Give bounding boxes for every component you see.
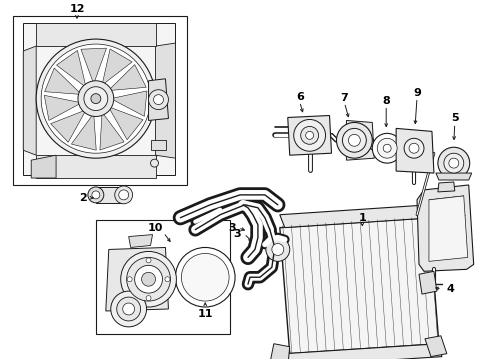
Circle shape bbox=[111, 291, 147, 327]
Polygon shape bbox=[31, 155, 56, 178]
Circle shape bbox=[36, 39, 155, 158]
Polygon shape bbox=[280, 218, 439, 354]
Circle shape bbox=[409, 143, 419, 153]
Circle shape bbox=[444, 153, 464, 173]
Text: 4: 4 bbox=[447, 284, 455, 294]
Polygon shape bbox=[81, 48, 106, 84]
Polygon shape bbox=[288, 116, 332, 155]
Polygon shape bbox=[45, 68, 81, 94]
Polygon shape bbox=[108, 64, 147, 91]
Circle shape bbox=[127, 277, 132, 282]
Polygon shape bbox=[396, 129, 434, 173]
Circle shape bbox=[377, 138, 397, 158]
Polygon shape bbox=[100, 112, 124, 150]
Bar bbox=[150, 140, 167, 150]
Circle shape bbox=[84, 87, 108, 111]
Circle shape bbox=[142, 272, 155, 286]
Circle shape bbox=[181, 253, 229, 301]
Circle shape bbox=[41, 44, 150, 153]
Text: 12: 12 bbox=[69, 4, 85, 14]
Polygon shape bbox=[96, 187, 123, 203]
Text: 9: 9 bbox=[413, 88, 421, 98]
Text: 10: 10 bbox=[148, 222, 163, 233]
Polygon shape bbox=[108, 107, 143, 140]
Circle shape bbox=[117, 297, 141, 321]
Polygon shape bbox=[23, 46, 36, 155]
Circle shape bbox=[438, 147, 470, 179]
Circle shape bbox=[272, 243, 284, 255]
Circle shape bbox=[165, 277, 170, 282]
Polygon shape bbox=[106, 247, 169, 311]
Polygon shape bbox=[56, 50, 86, 87]
Polygon shape bbox=[346, 121, 374, 160]
Circle shape bbox=[92, 191, 100, 199]
Polygon shape bbox=[436, 173, 472, 180]
Polygon shape bbox=[72, 113, 96, 150]
Polygon shape bbox=[44, 95, 81, 120]
Text: 6: 6 bbox=[296, 92, 304, 102]
Polygon shape bbox=[429, 196, 468, 261]
Circle shape bbox=[348, 134, 360, 146]
Circle shape bbox=[122, 303, 135, 315]
Circle shape bbox=[175, 247, 235, 307]
Polygon shape bbox=[425, 336, 447, 357]
Circle shape bbox=[153, 95, 164, 105]
Circle shape bbox=[343, 129, 367, 152]
Polygon shape bbox=[419, 271, 437, 294]
Polygon shape bbox=[111, 91, 147, 116]
Polygon shape bbox=[36, 23, 155, 46]
Circle shape bbox=[404, 138, 424, 158]
Polygon shape bbox=[270, 344, 290, 360]
Circle shape bbox=[91, 94, 101, 104]
Bar bbox=[13, 16, 187, 185]
Text: 1: 1 bbox=[359, 213, 366, 223]
Text: 7: 7 bbox=[341, 93, 348, 103]
Circle shape bbox=[78, 81, 114, 117]
Circle shape bbox=[337, 122, 372, 158]
Polygon shape bbox=[50, 110, 86, 142]
Circle shape bbox=[150, 159, 158, 167]
Polygon shape bbox=[36, 155, 155, 178]
Text: 8: 8 bbox=[382, 96, 390, 105]
Circle shape bbox=[119, 190, 129, 200]
Polygon shape bbox=[285, 344, 442, 360]
Circle shape bbox=[135, 265, 163, 293]
Circle shape bbox=[306, 131, 314, 139]
Polygon shape bbox=[280, 205, 434, 228]
Circle shape bbox=[301, 126, 318, 144]
Bar bbox=[96, 220, 230, 334]
Text: 3: 3 bbox=[228, 222, 236, 233]
Polygon shape bbox=[148, 79, 169, 121]
Circle shape bbox=[127, 257, 171, 301]
Circle shape bbox=[294, 120, 325, 151]
Circle shape bbox=[146, 296, 151, 301]
Circle shape bbox=[372, 133, 402, 163]
Circle shape bbox=[449, 158, 459, 168]
Polygon shape bbox=[155, 43, 175, 158]
Polygon shape bbox=[102, 49, 132, 85]
Circle shape bbox=[115, 186, 133, 204]
Circle shape bbox=[121, 251, 176, 307]
Polygon shape bbox=[438, 182, 455, 192]
Circle shape bbox=[383, 144, 391, 152]
Text: 2: 2 bbox=[79, 193, 87, 203]
Circle shape bbox=[88, 187, 104, 203]
Circle shape bbox=[146, 258, 151, 263]
Circle shape bbox=[266, 238, 290, 261]
Text: 5: 5 bbox=[451, 113, 459, 123]
Text: 3: 3 bbox=[233, 229, 241, 239]
Polygon shape bbox=[129, 235, 152, 247]
Circle shape bbox=[148, 90, 169, 109]
Polygon shape bbox=[417, 185, 474, 271]
Polygon shape bbox=[23, 23, 175, 175]
Text: 11: 11 bbox=[197, 309, 213, 319]
